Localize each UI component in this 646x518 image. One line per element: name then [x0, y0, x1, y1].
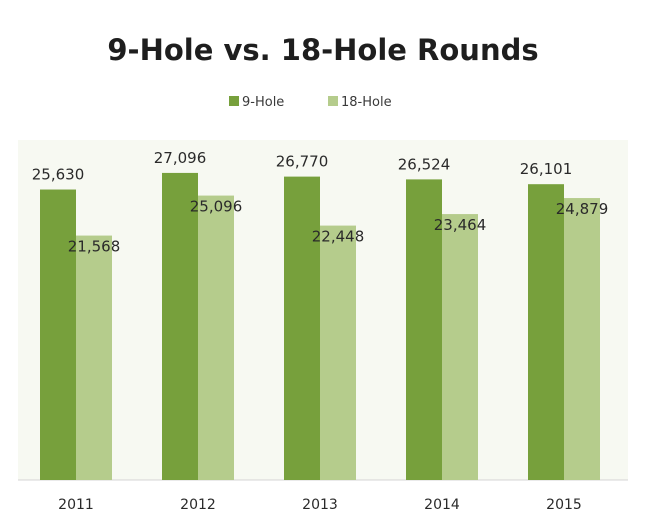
- data-label-9-hole-2011: 25,630: [32, 166, 85, 184]
- legend: 9-Hole 18-Hole: [229, 95, 392, 110]
- data-label-9-hole-2012: 27,096: [154, 149, 207, 167]
- chart-title: 9-Hole vs. 18-Hole Rounds: [107, 33, 538, 67]
- x-axis-ticks: 2011 2012 2013 2014 2015: [58, 497, 582, 513]
- bar-18-hole-2013: [320, 225, 356, 480]
- bar-9-hole-2015: [528, 184, 564, 480]
- bar-18-hole-2011: [76, 235, 112, 480]
- data-label-9-hole-2015: 26,101: [520, 160, 573, 178]
- data-label-9-hole-2014: 26,524: [398, 155, 451, 173]
- x-tick-2013: 2013: [302, 497, 338, 513]
- bar-18-hole-2015: [564, 198, 600, 480]
- x-tick-2012: 2012: [180, 497, 216, 513]
- data-label-18-hole-2013: 22,448: [312, 228, 365, 246]
- bar-9-hole-2011: [40, 189, 76, 480]
- data-label-18-hole-2014: 23,464: [434, 216, 487, 234]
- data-labels-group: 25,630 21,568 27,096 25,096 26,770 22,448 26,5…: [32, 149, 609, 256]
- bar-18-hole-2014: [442, 214, 478, 481]
- bars-group: [40, 172, 600, 481]
- data-label-18-hole-2015: 24,879: [556, 200, 609, 218]
- legend-label-9-hole: 9-Hole: [242, 95, 284, 110]
- data-label-18-hole-2012: 25,096: [190, 198, 243, 216]
- bar-9-hole-2012: [162, 172, 198, 481]
- data-label-18-hole-2011: 21,568: [68, 238, 121, 256]
- x-tick-2015: 2015: [546, 497, 582, 513]
- bar-18-hole-2012: [198, 195, 234, 480]
- legend-item-18-hole: 18-Hole: [328, 95, 392, 110]
- legend-swatch-9-hole: [229, 96, 239, 106]
- data-label-9-hole-2013: 26,770: [276, 153, 329, 171]
- x-tick-2011: 2011: [58, 497, 94, 513]
- x-tick-2014: 2014: [424, 497, 460, 513]
- legend-label-18-hole: 18-Hole: [341, 95, 392, 110]
- bar-9-hole-2013: [284, 176, 320, 480]
- bar-9-hole-2014: [406, 179, 442, 481]
- legend-swatch-18-hole: [328, 96, 338, 106]
- legend-item-9-hole: 9-Hole: [229, 95, 284, 110]
